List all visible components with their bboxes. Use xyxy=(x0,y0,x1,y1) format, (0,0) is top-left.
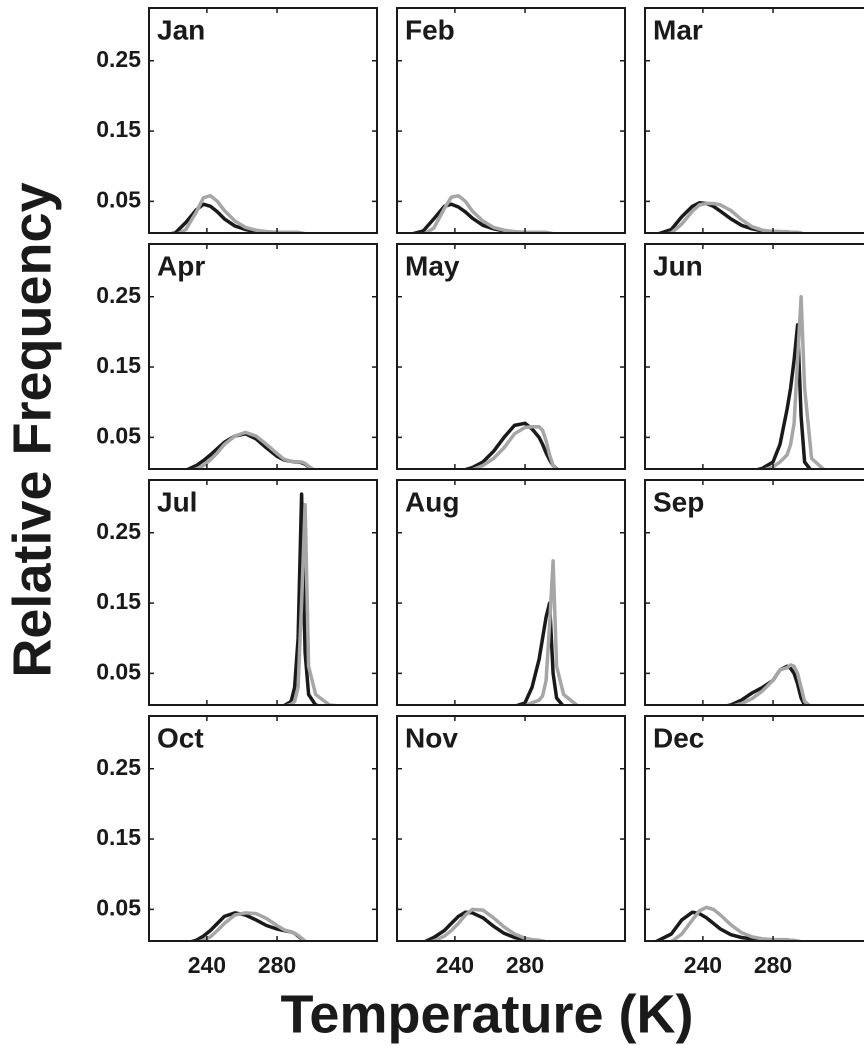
panel-title: Dec xyxy=(653,722,704,753)
panel-frame xyxy=(396,479,626,706)
series-line xyxy=(663,905,805,941)
y-tick-label: 0.15 xyxy=(96,824,141,850)
panel-frame xyxy=(148,243,378,470)
series-line xyxy=(189,430,316,469)
panel-frame xyxy=(644,7,864,234)
x-tick-label: 280 xyxy=(506,952,544,978)
y-tick-label: 0.05 xyxy=(96,422,141,448)
panel-frame xyxy=(644,715,864,942)
panel-frame xyxy=(644,243,864,470)
plot-area xyxy=(278,492,348,705)
panel-frame xyxy=(396,243,626,470)
plot-area xyxy=(721,663,812,705)
panel-title: Aug xyxy=(405,486,459,517)
series-line xyxy=(459,421,562,469)
y-tick-label: 0.05 xyxy=(96,658,141,684)
series-line xyxy=(759,294,826,469)
series-line xyxy=(653,910,800,941)
series-line xyxy=(278,492,323,705)
plot-area xyxy=(753,294,826,469)
plot-area xyxy=(419,907,552,941)
panel-title: Sep xyxy=(653,486,704,517)
series-line xyxy=(419,193,559,233)
series-line xyxy=(175,193,311,233)
panel-title: Jan xyxy=(157,14,205,45)
plot-area xyxy=(459,421,562,469)
panel-frame xyxy=(396,7,626,234)
plot-area xyxy=(408,193,559,233)
series-line xyxy=(186,911,309,941)
panel-title: Jun xyxy=(653,250,703,281)
series-line xyxy=(466,425,561,469)
plot-area xyxy=(511,559,591,705)
y-tick-label: 0.15 xyxy=(96,352,141,378)
series-line xyxy=(660,201,807,233)
x-tick-label: 240 xyxy=(188,952,226,978)
y-axis-label: Relative Frequency xyxy=(2,182,62,677)
x-tick-label: 240 xyxy=(436,952,474,978)
panel-title: Jul xyxy=(157,486,197,517)
plot-area xyxy=(183,430,316,469)
panel-title: Nov xyxy=(405,722,458,753)
panel-title: Apr xyxy=(157,250,205,281)
y-tick-label: 0.25 xyxy=(96,518,141,544)
y-tick-label: 0.05 xyxy=(96,186,141,212)
series-line xyxy=(655,201,805,233)
series-line xyxy=(753,323,813,469)
y-tick-label: 0.15 xyxy=(96,116,141,142)
panel-title: Feb xyxy=(405,14,455,45)
panel-frame xyxy=(644,479,864,706)
y-tick-label: 0.05 xyxy=(96,894,141,920)
x-tick-label: 280 xyxy=(258,952,296,978)
x-axis-label: Temperature (K) xyxy=(280,984,693,1044)
y-tick-label: 0.25 xyxy=(96,754,141,780)
panel-frame xyxy=(148,479,378,706)
plot-area xyxy=(186,911,309,941)
series-line xyxy=(427,907,552,941)
series-line xyxy=(280,502,348,705)
series-line xyxy=(721,664,810,705)
series-line xyxy=(419,910,549,941)
y-tick-label: 0.25 xyxy=(96,282,141,308)
x-tick-label: 280 xyxy=(754,952,792,978)
series-line xyxy=(193,911,309,941)
panel-title: Mar xyxy=(653,14,703,45)
series-line xyxy=(728,663,812,705)
y-tick-label: 0.25 xyxy=(96,46,141,72)
series-line xyxy=(517,559,591,705)
series-line xyxy=(511,601,567,705)
panel-frame xyxy=(148,715,378,942)
panel-frame xyxy=(396,715,626,942)
plot-area xyxy=(653,905,805,941)
panel-title: May xyxy=(405,250,460,281)
panel-title: Oct xyxy=(157,722,204,753)
plot-area xyxy=(164,193,311,233)
plot-area xyxy=(655,201,807,233)
panel-frame xyxy=(148,7,378,234)
y-tick-label: 0.15 xyxy=(96,588,141,614)
x-tick-label: 240 xyxy=(684,952,722,978)
